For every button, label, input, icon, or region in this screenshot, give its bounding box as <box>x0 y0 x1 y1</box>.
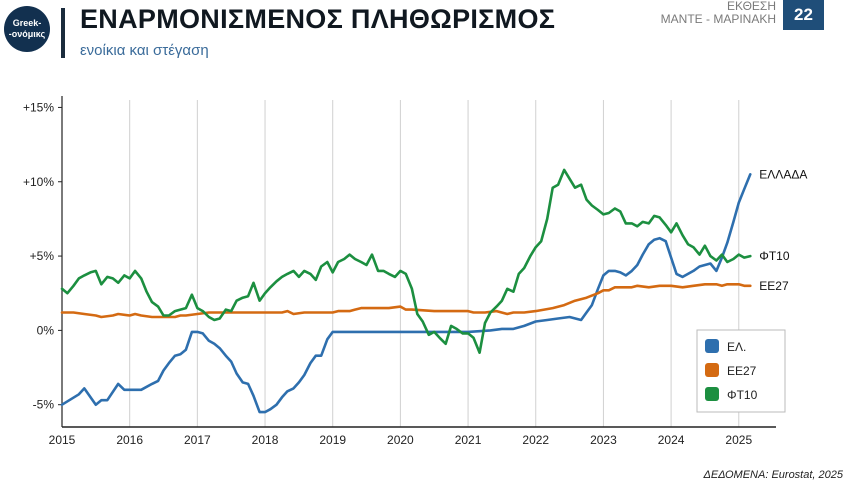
y-tick-label: +10% <box>23 175 54 189</box>
y-tick-label: +5% <box>30 249 55 263</box>
y-tick-label: 0% <box>37 323 55 337</box>
x-tick-label-2024: 2024 <box>658 433 685 447</box>
legend-label-0: ΕΛ. <box>727 340 746 354</box>
legend-swatch-0 <box>705 339 719 353</box>
series-end-labels: ΕΛΛΑΔΑ ΕΕ27 ΦΤ10 <box>759 167 807 292</box>
legend-swatch-1 <box>705 363 719 377</box>
greek-onomiks-logo: Greek- -ονόμικς <box>4 6 50 52</box>
series-line-2 <box>60 168 752 354</box>
series-line-0 <box>60 173 752 414</box>
page-subtitle: ενοίκια και στέγαση <box>80 42 209 59</box>
logo-line1: Greek- <box>12 18 42 28</box>
x-tick-label-2016: 2016 <box>116 433 143 447</box>
logo-line2: -ονόμικς <box>8 29 46 39</box>
x-tick-label-2019: 2019 <box>319 433 346 447</box>
report-line2: ΜΑΝΤΕ - ΜΑΡΙΝΑΚΗ <box>660 12 776 26</box>
legend-swatch-2 <box>705 387 719 401</box>
vertical-grid <box>129 100 740 427</box>
x-tick-label-2021: 2021 <box>455 433 482 447</box>
legend-label-1: ΕΕ27 <box>727 364 757 378</box>
x-tick-label-2015: 2015 <box>49 433 76 447</box>
report-line1: ΕΚΘΕΣΗ <box>726 0 776 13</box>
x-tick-label-2018: 2018 <box>252 433 279 447</box>
y-tick-label: -5% <box>33 398 55 412</box>
x-tick-label-2017: 2017 <box>184 433 211 447</box>
legend-label-2: ΦΤ10 <box>727 388 758 402</box>
end-label-0: ΕΛΛΑΔΑ <box>759 167 807 181</box>
series-lines <box>60 168 752 414</box>
x-tick-label-2023: 2023 <box>590 433 617 447</box>
end-label-2: ΦΤ10 <box>759 249 790 263</box>
x-tick-label-2020: 2020 <box>387 433 414 447</box>
page-title: ΕΝΑΡΜΟΝΙΣΜΕΝΟΣ ΠΛΗΘΩΡΙΣΜΟΣ <box>80 4 556 34</box>
page-number-badge: 22 <box>783 0 824 30</box>
series-line-1 <box>60 283 752 319</box>
x-tick-label-2025: 2025 <box>725 433 752 447</box>
data-source-note: ΔΕΔΟΜΕΝΑ: Eurostat, 2025 <box>703 469 843 481</box>
y-tick-label: +15% <box>23 100 54 114</box>
title-accent-bar <box>61 8 65 58</box>
report-label: ΕΚΘΕΣΗ ΜΑΝΤΕ - ΜΑΡΙΝΑΚΗ <box>661 0 776 26</box>
end-label-1: ΕΕ27 <box>759 279 789 293</box>
x-tick-label-2022: 2022 <box>522 433 549 447</box>
chart-legend: ΕΛ. ΕΕ27 ΦΤ10 <box>696 329 786 413</box>
chart-axes: 2015 2016 2017 2018 2019 2020 2021 2022 2023 2024… <box>23 96 776 447</box>
